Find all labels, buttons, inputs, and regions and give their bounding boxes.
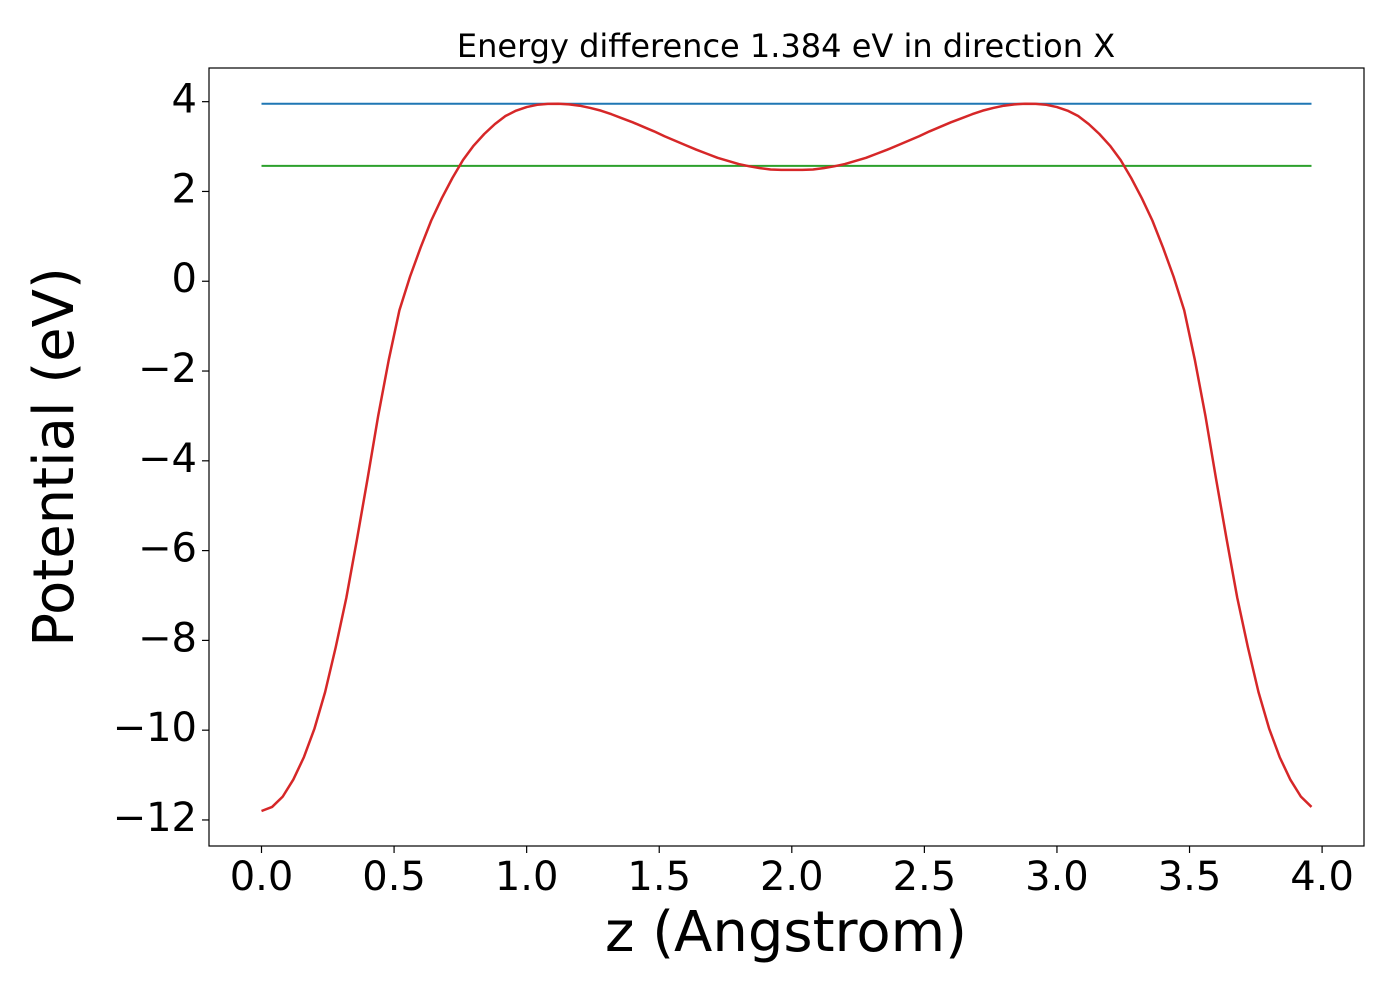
y-tick-label: −6	[138, 526, 197, 572]
x-tick-label: 2.5	[893, 854, 957, 900]
x-tick-label: 0.0	[230, 854, 294, 900]
chart-title: Energy difference 1.384 eV in direction …	[457, 27, 1115, 65]
y-tick-label: −8	[138, 615, 197, 661]
y-axis-label: Potential (eV)	[22, 267, 87, 647]
y-tick-label: −2	[138, 346, 197, 392]
x-tick-label: 1.0	[495, 854, 559, 900]
x-tick-label: 0.5	[362, 854, 426, 900]
y-tick-label: 4	[172, 77, 197, 123]
y-tick-label: 2	[172, 166, 197, 212]
y-tick-label: −12	[113, 795, 197, 841]
x-tick-label: 4.0	[1290, 854, 1354, 900]
data-line	[261, 102, 1313, 813]
y-tick-label: −4	[138, 436, 197, 482]
y-tick-label: −10	[113, 705, 197, 751]
x-axis-label: z (Angstrom)	[605, 900, 967, 965]
x-tick-label: 3.5	[1158, 854, 1222, 900]
plot-frame	[208, 67, 1365, 847]
x-tick-label: 2.0	[760, 854, 824, 900]
x-tick-label: 1.5	[627, 854, 691, 900]
y-tick-label: 0	[172, 256, 197, 302]
x-tick-label: 3.0	[1025, 854, 1089, 900]
